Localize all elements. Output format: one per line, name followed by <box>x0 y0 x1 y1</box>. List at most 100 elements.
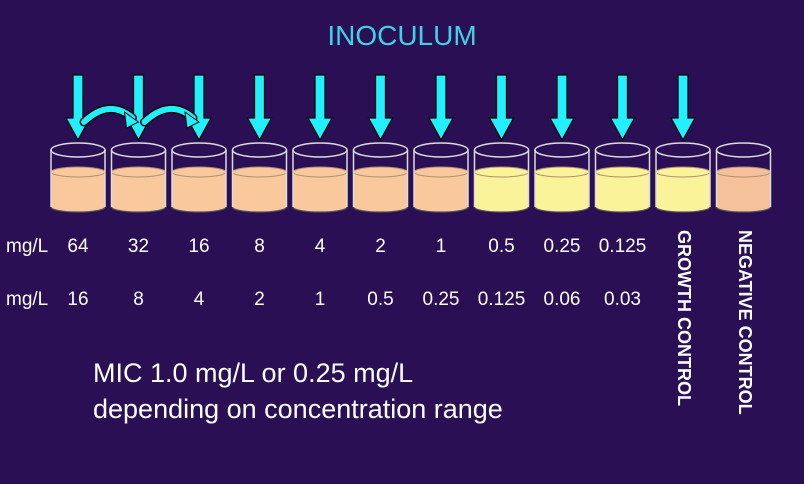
well-rim <box>50 142 106 158</box>
well-liquid-bottom <box>535 202 589 212</box>
inoculum-down-arrow <box>669 74 697 142</box>
well-rim <box>292 142 348 158</box>
well-rim <box>352 142 409 158</box>
inoculum-down-arrow <box>488 74 515 142</box>
well-liquid-bottom <box>716 202 771 212</box>
inoculum-down-arrow <box>306 74 334 142</box>
row1-value: 2 <box>375 236 386 257</box>
well-liquid-bottom <box>172 202 226 212</box>
well-liquid <box>172 172 226 207</box>
inoculum-down-arrow <box>548 74 576 142</box>
well-liquid-bottom <box>353 202 408 212</box>
transfer-arrow-head <box>123 110 140 129</box>
well-liquid-bottom <box>656 202 710 212</box>
well-base <box>171 206 227 213</box>
well-liquid-surface <box>413 166 469 178</box>
row1-value: 0.5 <box>488 236 515 257</box>
inoculum-down-arrow <box>609 74 636 142</box>
well-rim <box>594 142 651 158</box>
well-liquid <box>111 172 166 207</box>
well-liquid <box>232 172 287 207</box>
inoculum-down-arrow <box>125 74 152 142</box>
well-liquid <box>51 172 105 207</box>
row2-value: 4 <box>193 289 205 310</box>
row1-value: 1 <box>435 236 447 257</box>
well-liquid-bottom <box>595 202 650 212</box>
row2-value: 0.5 <box>367 289 394 310</box>
inoculum-down-arrow <box>64 74 92 142</box>
well-rim <box>110 142 167 158</box>
well-rim <box>231 142 288 158</box>
inoculum-down-arrow <box>185 74 213 142</box>
well-liquid <box>293 172 347 207</box>
growth-control-label: GROWTH CONTROL <box>674 230 694 406</box>
well-rim <box>655 142 711 158</box>
well-rim <box>473 142 530 158</box>
well-base <box>50 206 106 213</box>
well-base <box>655 206 711 213</box>
well-liquid-surface <box>111 166 166 178</box>
transfer-arrow-head <box>184 110 200 129</box>
well-base <box>110 206 167 213</box>
well-liquid <box>414 172 468 207</box>
row1-value: 64 <box>67 236 89 257</box>
well-liquid-bottom <box>293 202 347 212</box>
well-liquid-surface <box>171 166 227 178</box>
inoculum-down-arrow <box>367 74 394 142</box>
row2-value: 0.03 <box>604 289 641 310</box>
well-base <box>534 206 590 213</box>
well-liquid <box>656 172 710 207</box>
row2-value: 0.25 <box>422 289 460 310</box>
row2-value: 1 <box>314 289 326 310</box>
well-liquid-bottom <box>232 202 287 212</box>
row1-value: 32 <box>127 236 150 257</box>
inoculum-title: INOCULUM <box>327 20 477 51</box>
row1-value: 0.125 <box>598 236 647 257</box>
well-liquid-surface <box>595 166 650 178</box>
well-liquid-bottom <box>414 202 468 212</box>
well-base <box>594 206 651 213</box>
row1-value: 16 <box>188 236 210 257</box>
well-liquid-surface <box>50 166 106 178</box>
well-base <box>231 206 288 213</box>
well-liquid-bottom <box>111 202 166 212</box>
row1-value: 8 <box>254 236 265 257</box>
row2-value: 2 <box>254 289 265 310</box>
well-rim <box>171 142 227 158</box>
well-liquid-surface <box>716 166 771 178</box>
well-liquid <box>353 172 408 207</box>
well-rim <box>413 142 469 158</box>
well-rim <box>534 142 590 158</box>
mic-result-line1: MIC 1.0 mg/L or 0.25 mg/L <box>93 358 414 388</box>
well-liquid <box>474 172 529 207</box>
row1-unit-label: mg/L <box>6 236 49 257</box>
well-base <box>715 206 772 213</box>
row2-value: 16 <box>67 289 89 310</box>
well-liquid-surface <box>534 166 590 178</box>
well-liquid-surface <box>655 166 711 178</box>
inoculum-down-arrow <box>427 74 455 142</box>
well-rim <box>715 142 772 158</box>
well-liquid-surface <box>232 166 287 178</box>
well-base <box>292 206 348 213</box>
row2-value: 8 <box>133 289 144 310</box>
negative-control-label: NEGATIVE CONTROL <box>735 230 755 415</box>
row1-value: 4 <box>314 236 326 257</box>
well-liquid-surface <box>353 166 408 178</box>
well-liquid-surface <box>474 166 529 178</box>
well-base <box>413 206 469 213</box>
well-base <box>473 206 530 213</box>
well-base <box>352 206 409 213</box>
well-liquid <box>716 172 771 207</box>
row1-value: 0.25 <box>543 236 581 257</box>
row2-value: 0.06 <box>543 289 581 310</box>
well-liquid-bottom <box>474 202 529 212</box>
row2-unit-label: mg/L <box>6 289 49 310</box>
well-liquid <box>535 172 589 207</box>
inoculum-down-arrow <box>246 74 273 142</box>
well-liquid <box>595 172 650 207</box>
well-liquid-surface <box>292 166 348 178</box>
well-liquid-bottom <box>51 202 105 212</box>
